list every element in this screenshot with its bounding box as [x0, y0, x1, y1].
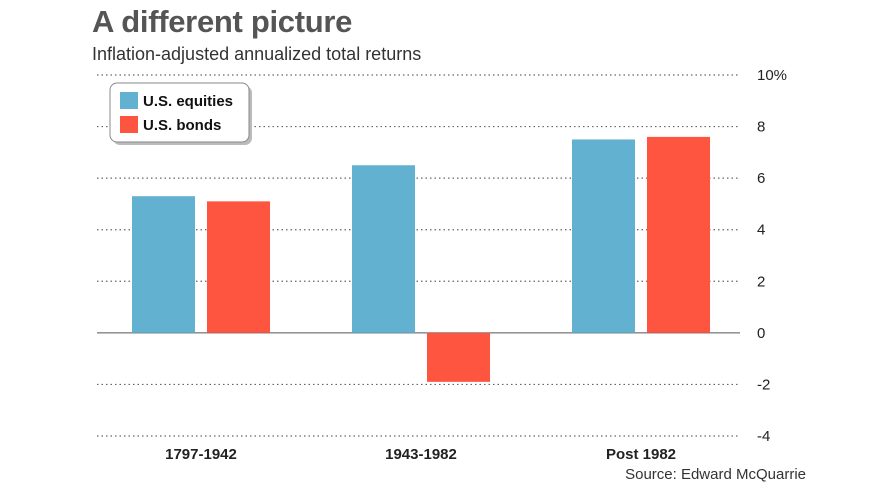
y-tick-label: 0 [757, 325, 765, 342]
x-tick-label: 1797-1942 [165, 446, 237, 463]
bar-bonds [207, 201, 270, 333]
legend-swatch [120, 116, 138, 133]
y-tick-label: 4 [757, 222, 765, 239]
bar-equities [352, 165, 415, 333]
legend-label: U.S. equities [143, 93, 233, 110]
y-tick-label: 10% [757, 67, 787, 84]
y-tick-label: -4 [757, 428, 770, 445]
x-tick-label: 1943-1982 [385, 446, 457, 463]
bar-bonds [427, 332, 490, 382]
bar-bonds [647, 136, 710, 333]
chart-subtitle: Inflation-adjusted annualized total retu… [92, 44, 422, 64]
x-tick-label: Post 1982 [606, 446, 676, 463]
bars [132, 136, 710, 382]
legend-swatch [120, 92, 138, 109]
y-tick-label: 6 [757, 170, 765, 187]
legend-box [109, 82, 250, 143]
bar-equities [132, 196, 195, 333]
legend-label: U.S. bonds [143, 117, 221, 134]
bar-equities [572, 139, 635, 333]
y-tick-label: -2 [757, 376, 770, 393]
y-tick-label: 8 [757, 119, 765, 136]
chart-title: A different picture [92, 4, 353, 39]
legend: U.S. equities U.S. bonds [109, 82, 252, 145]
source-note: Source: Edward McQuarrie [625, 466, 806, 483]
y-tick-label: 2 [757, 273, 765, 290]
axes: 10% 8 6 4 2 0 -2 -4 1797-1942 1943-1982 Post 1982 [165, 67, 787, 463]
